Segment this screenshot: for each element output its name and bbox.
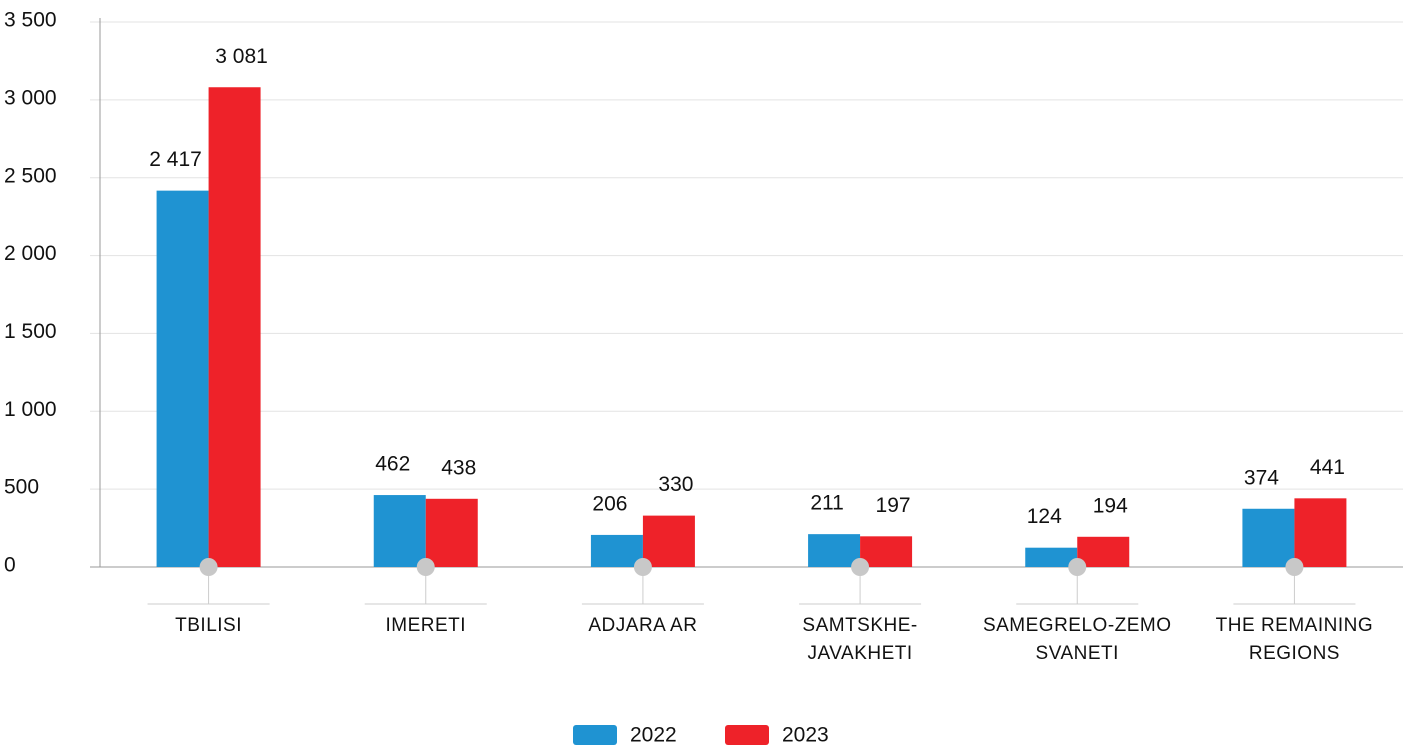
legend-label: 2023 bbox=[782, 724, 829, 747]
bar bbox=[590, 534, 643, 567]
y-tick-label: 2 500 bbox=[4, 164, 57, 187]
data-label: 124 bbox=[1027, 505, 1062, 528]
bar bbox=[156, 190, 209, 568]
data-label: 206 bbox=[592, 492, 627, 515]
category-marker bbox=[1068, 558, 1087, 576]
bar bbox=[1242, 508, 1295, 567]
y-tick-label: 2 000 bbox=[4, 242, 57, 265]
x-tick-label: SAMTSKHE-JAVAKHETI bbox=[802, 615, 918, 664]
bar bbox=[860, 536, 913, 567]
y-tick-label: 0 bbox=[4, 554, 16, 577]
legend-swatch bbox=[573, 725, 617, 745]
data-label: 374 bbox=[1244, 466, 1279, 489]
bar bbox=[1294, 498, 1347, 567]
y-tick-label: 1 500 bbox=[4, 320, 57, 343]
bar bbox=[808, 534, 861, 567]
data-label: 2 417 bbox=[149, 148, 202, 171]
data-label: 438 bbox=[441, 456, 476, 479]
bar bbox=[425, 498, 478, 567]
data-label: 441 bbox=[1310, 456, 1345, 479]
legend-label: 2022 bbox=[630, 724, 677, 747]
y-tick-label: 3 000 bbox=[4, 86, 57, 109]
category-marker bbox=[199, 558, 218, 576]
bar bbox=[1025, 547, 1078, 567]
data-label: 330 bbox=[658, 473, 693, 496]
bar bbox=[208, 87, 261, 567]
y-tick-label: 500 bbox=[4, 476, 39, 499]
category-marker bbox=[633, 558, 652, 576]
category-marker bbox=[1285, 558, 1304, 576]
legend-swatch bbox=[725, 725, 769, 745]
data-label: 462 bbox=[375, 453, 410, 476]
x-tick-label: TBILISI bbox=[175, 615, 242, 636]
bar bbox=[1077, 536, 1130, 567]
y-tick-label: 3 500 bbox=[4, 9, 57, 32]
category-marker bbox=[851, 558, 870, 576]
data-label: 194 bbox=[1093, 494, 1128, 517]
x-tick-label: THE REMAINING REGIONS bbox=[1215, 615, 1374, 664]
category-marker bbox=[416, 558, 435, 576]
bar bbox=[642, 515, 695, 567]
data-label: 197 bbox=[876, 494, 911, 517]
y-tick-label: 1 000 bbox=[4, 398, 57, 421]
x-tick-label: IMERETI bbox=[385, 615, 467, 636]
bar bbox=[373, 495, 426, 567]
x-tick-label: SAMEGRELO-ZEMO SVANETI bbox=[982, 615, 1172, 664]
x-tick-label: ADJARA AR bbox=[588, 615, 698, 636]
data-label: 3 081 bbox=[215, 45, 268, 68]
data-label: 211 bbox=[810, 492, 843, 515]
